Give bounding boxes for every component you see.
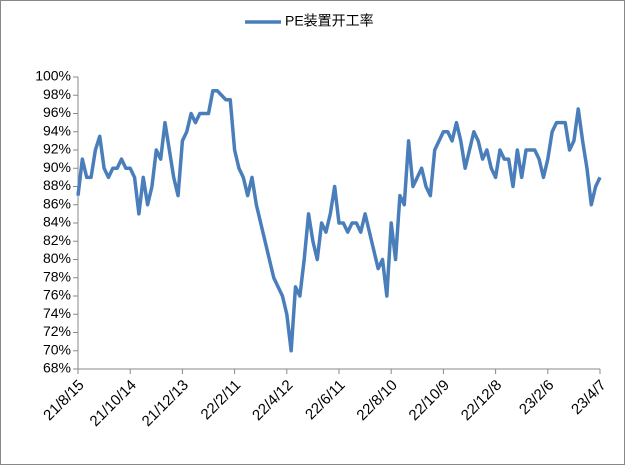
y-tick-label: 70% [43, 341, 71, 357]
legend-label: PE装置开工率 [285, 13, 374, 29]
y-tick-label: 94% [43, 122, 71, 138]
y-tick-label: 86% [43, 195, 71, 211]
y-tick-label: 74% [43, 305, 71, 321]
y-tick-label: 84% [43, 214, 71, 230]
y-tick-label: 72% [43, 323, 71, 339]
y-tick-label: 76% [43, 287, 71, 303]
y-tick-label: 68% [43, 360, 71, 376]
y-tick-label: 98% [43, 86, 71, 102]
y-tick-label: 88% [43, 177, 71, 193]
y-tick-label: 90% [43, 159, 71, 175]
y-tick-label: 96% [43, 104, 71, 120]
y-tick-label: 92% [43, 141, 71, 157]
y-tick-label: 78% [43, 268, 71, 284]
y-tick-label: 100% [35, 68, 71, 84]
y-tick-label: 82% [43, 232, 71, 248]
line-series [76, 88, 602, 353]
y-tick-label: 80% [43, 250, 71, 266]
